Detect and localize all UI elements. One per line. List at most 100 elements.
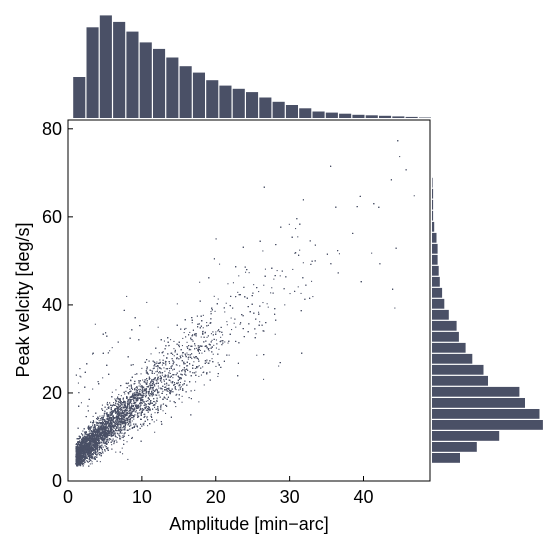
scatter-point bbox=[82, 454, 84, 456]
scatter-point bbox=[100, 423, 102, 425]
scatter-point bbox=[103, 427, 105, 429]
x-histogram-bar bbox=[113, 21, 126, 118]
scatter-point bbox=[190, 339, 192, 341]
scatter-point bbox=[146, 367, 148, 369]
scatter-point bbox=[123, 414, 125, 416]
scatter-point bbox=[152, 368, 154, 370]
scatter-point bbox=[165, 363, 167, 365]
scatter-point bbox=[94, 440, 96, 442]
x-histogram-bar bbox=[352, 114, 365, 118]
scatter-point bbox=[151, 394, 153, 396]
scatter-point bbox=[148, 394, 150, 396]
scatter-point bbox=[154, 431, 156, 433]
scatter-point bbox=[201, 352, 203, 354]
scatter-point bbox=[94, 323, 96, 325]
scatter-point bbox=[116, 421, 118, 423]
scatter-point bbox=[179, 384, 181, 386]
y-histogram-bar bbox=[432, 320, 457, 331]
scatter-point bbox=[117, 427, 119, 429]
x-histogram-bar bbox=[285, 105, 298, 118]
scatter-point bbox=[97, 453, 99, 455]
scatter-point bbox=[102, 451, 104, 453]
scatter-point bbox=[120, 430, 122, 432]
scatter-point bbox=[120, 415, 122, 417]
scatter-point bbox=[135, 409, 137, 411]
scatter-point bbox=[164, 360, 166, 362]
scatter-point bbox=[202, 331, 204, 333]
x-histogram-bar bbox=[126, 31, 139, 119]
scatter-point bbox=[181, 401, 183, 403]
scatter-point bbox=[109, 412, 111, 414]
scatter-point bbox=[145, 403, 147, 405]
scatter-point bbox=[131, 395, 133, 397]
scatter-point bbox=[214, 310, 216, 312]
scatter-point bbox=[270, 292, 272, 294]
scatter-point bbox=[132, 388, 134, 390]
scatter-point bbox=[263, 284, 265, 286]
scatter-point bbox=[207, 324, 209, 326]
scatter-point bbox=[81, 455, 83, 457]
scatter-point bbox=[133, 418, 135, 420]
scatter-point bbox=[116, 403, 118, 405]
scatter-point bbox=[200, 336, 202, 338]
scatter-point bbox=[142, 401, 144, 403]
scatter-point bbox=[215, 347, 217, 349]
scatter-point bbox=[79, 375, 81, 377]
scatter-point bbox=[83, 456, 85, 458]
scatter-point bbox=[217, 298, 219, 300]
scatter-point bbox=[194, 333, 196, 335]
scatter-point bbox=[199, 281, 201, 283]
scatter-point bbox=[101, 445, 103, 447]
scatter-point bbox=[96, 441, 98, 443]
scatter-point bbox=[172, 377, 174, 379]
scatter-point bbox=[92, 353, 94, 355]
scatter-point bbox=[137, 389, 139, 391]
scatter-point bbox=[106, 416, 108, 418]
scatter-point bbox=[116, 412, 118, 414]
scatter-point bbox=[102, 437, 104, 439]
scatter-point bbox=[127, 409, 129, 411]
scatter-point bbox=[120, 438, 122, 440]
scatter-point bbox=[75, 464, 77, 466]
scatter-point bbox=[195, 347, 197, 349]
scatter-point bbox=[182, 355, 184, 357]
scatter-point bbox=[176, 393, 178, 395]
scatter-point bbox=[227, 342, 229, 344]
scatter-point bbox=[135, 393, 137, 395]
y-histogram-bar bbox=[432, 265, 439, 276]
scatter-point bbox=[113, 443, 115, 445]
scatter-point bbox=[258, 311, 260, 313]
scatter-point bbox=[77, 382, 79, 384]
scatter-point bbox=[256, 354, 258, 356]
scatter-point bbox=[206, 336, 208, 338]
scatter-point bbox=[82, 460, 84, 462]
scatter-point bbox=[156, 361, 158, 363]
x-histogram-bar bbox=[259, 97, 272, 118]
scatter-point bbox=[177, 381, 179, 383]
scatter-point bbox=[198, 365, 200, 367]
scatter-point bbox=[263, 378, 265, 380]
y-histogram-bar bbox=[432, 232, 437, 243]
scatter-point bbox=[198, 375, 200, 377]
scatter-point bbox=[132, 392, 134, 394]
scatter-point bbox=[196, 366, 198, 368]
scatter-point bbox=[187, 358, 189, 360]
scatter-point bbox=[88, 434, 90, 436]
scatter-point bbox=[92, 443, 94, 445]
scatter-point bbox=[294, 252, 296, 254]
scatter-point bbox=[338, 253, 340, 255]
scatter-point bbox=[153, 382, 155, 384]
scatter-point bbox=[102, 440, 104, 442]
scatter-point bbox=[129, 400, 131, 402]
scatter-point bbox=[89, 458, 91, 460]
scatter-point bbox=[144, 406, 146, 408]
x-histogram-bar bbox=[312, 111, 325, 118]
scatter-point bbox=[112, 434, 114, 436]
scatter-point bbox=[119, 430, 121, 432]
scatter-point bbox=[163, 340, 165, 342]
y-histogram-bar bbox=[432, 453, 460, 463]
scatter-point bbox=[152, 389, 154, 391]
scatter-point bbox=[172, 359, 174, 361]
scatter-point bbox=[163, 379, 165, 381]
scatter-point bbox=[302, 262, 304, 264]
